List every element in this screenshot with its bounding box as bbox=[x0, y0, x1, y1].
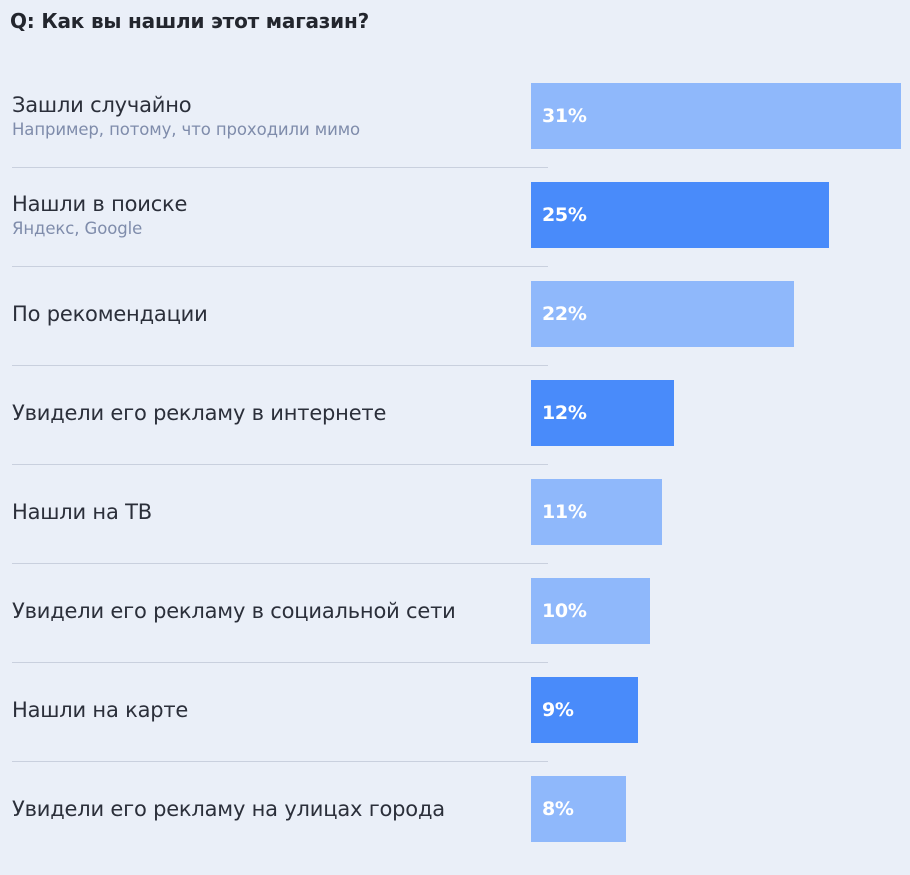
category-label-block: По рекомендации bbox=[12, 281, 522, 347]
bar-value-label: 22% bbox=[542, 303, 587, 325]
chart-row: Увидели его рекламу в интернете 12% bbox=[0, 380, 910, 479]
row-divider bbox=[12, 464, 548, 465]
category-label: Нашли на ТВ bbox=[12, 500, 152, 524]
chart-row: Увидели его рекламу на улицах города 8% bbox=[0, 776, 910, 875]
row-divider bbox=[12, 563, 548, 564]
bar: 11% bbox=[531, 479, 662, 545]
category-label: Увидели его рекламу в интернете bbox=[12, 401, 387, 425]
category-label-block: Нашли на ТВ bbox=[12, 479, 522, 545]
category-label: Зашли случайно bbox=[12, 93, 192, 117]
category-label-block: Нашли в поиске Яндекс, Google bbox=[12, 182, 522, 248]
bar: 9% bbox=[531, 677, 638, 743]
chart-row: Нашли на карте 9% bbox=[0, 677, 910, 776]
bar-value-label: 10% bbox=[542, 600, 587, 622]
bar-value-label: 31% bbox=[542, 105, 587, 127]
bar-value-label: 8% bbox=[542, 798, 574, 820]
category-label: Нашли в поиске bbox=[12, 192, 188, 216]
category-label: Увидели его рекламу на улицах города bbox=[12, 797, 445, 821]
bar: 31% bbox=[531, 83, 901, 149]
chart-row: Увидели его рекламу в социальной сети 10% bbox=[0, 578, 910, 677]
bar: 8% bbox=[531, 776, 626, 842]
row-divider bbox=[12, 662, 548, 663]
bar: 25% bbox=[531, 182, 829, 248]
category-label: По рекомендации bbox=[12, 302, 208, 326]
row-divider bbox=[12, 365, 548, 366]
category-label-block: Увидели его рекламу на улицах города bbox=[12, 776, 522, 842]
row-divider bbox=[12, 266, 548, 267]
chart-row: Зашли случайно Например, потому, что прох… bbox=[0, 83, 910, 182]
chart-row: По рекомендации 22% bbox=[0, 281, 910, 380]
category-label-block: Увидели его рекламу в интернете bbox=[12, 380, 522, 446]
chart-row: Нашли на ТВ 11% bbox=[0, 479, 910, 578]
category-label-block: Увидели его рекламу в социальной сети bbox=[12, 578, 522, 644]
bar-value-label: 9% bbox=[542, 699, 574, 721]
bar: 12% bbox=[531, 380, 674, 446]
category-label: Нашли на карте bbox=[12, 698, 189, 722]
row-divider bbox=[12, 167, 548, 168]
bar-value-label: 12% bbox=[542, 402, 587, 424]
category-label: Увидели его рекламу в социальной сети bbox=[12, 599, 456, 623]
bar: 22% bbox=[531, 281, 794, 347]
bar-value-label: 11% bbox=[542, 501, 587, 523]
category-label-block: Зашли случайно Например, потому, что прох… bbox=[12, 83, 522, 149]
row-divider bbox=[12, 761, 548, 762]
bar-value-label: 25% bbox=[542, 204, 587, 226]
chart-row: Нашли в поиске Яндекс, Google 25% bbox=[0, 182, 910, 281]
category-label-block: Нашли на карте bbox=[12, 677, 522, 743]
question-title: Q: Как вы нашли этот магазин? bbox=[10, 9, 370, 33]
category-sublabel: Яндекс, Google bbox=[12, 219, 143, 238]
bar: 10% bbox=[531, 578, 650, 644]
category-sublabel: Например, потому, что проходили мимо bbox=[12, 120, 361, 139]
